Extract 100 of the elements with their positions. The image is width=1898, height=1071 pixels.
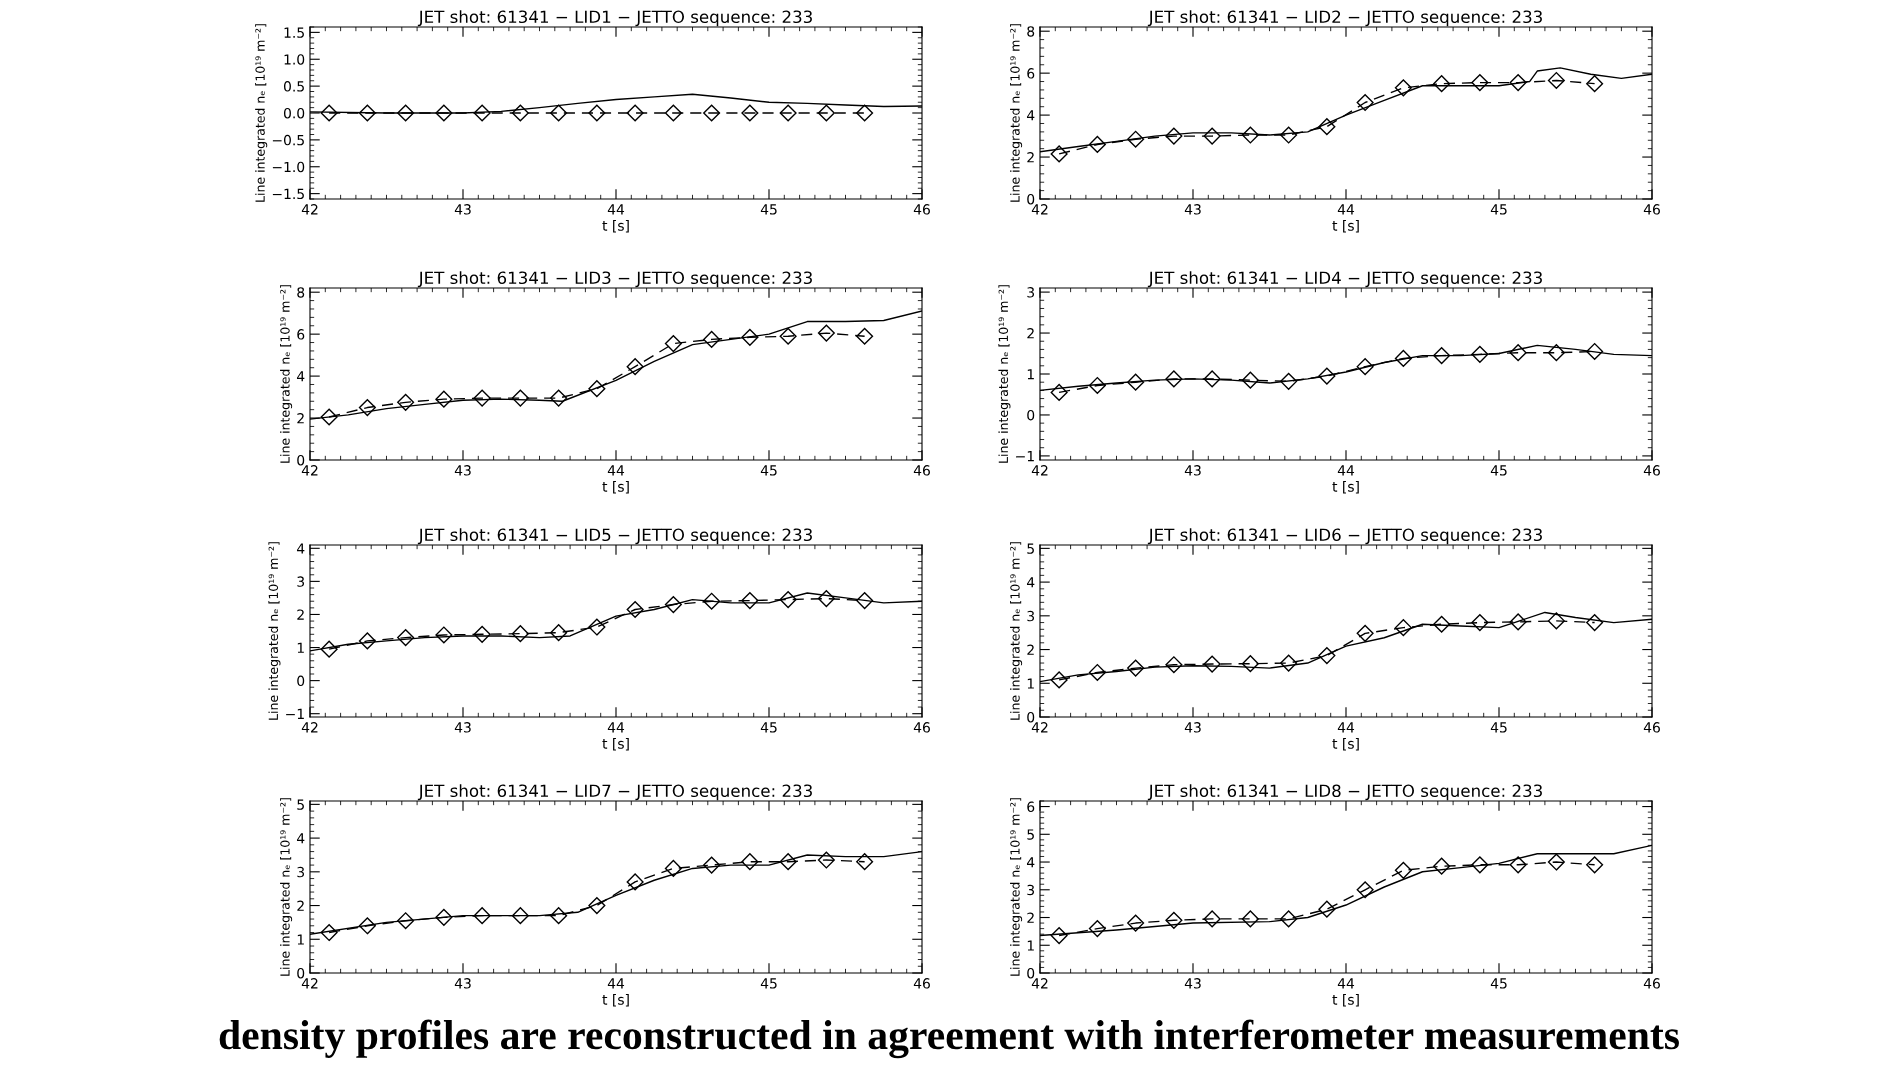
point [1509,856,1527,874]
x-tick-label: 43 [1184,722,1201,733]
point [1471,74,1489,92]
x-tick-label: 46 [1643,722,1660,733]
x-axis-title: t [s] [602,481,629,494]
y-tick-label: 0 [1027,711,1035,723]
point [511,389,529,407]
point [1280,654,1298,672]
point [358,399,376,417]
y-tick-label: 2 [1027,912,1034,923]
y-axis-title: Line integrated nₑ [10¹⁹ m⁻²] [268,542,281,720]
y-tick-label: 0 [297,454,305,466]
y-tick-label: 2 [1027,644,1034,655]
point [1241,371,1259,389]
x-tick-label: 44 [1337,978,1355,989]
point [626,600,644,619]
point [1394,79,1412,97]
x-axis-title: t [s] [602,220,629,233]
x-tick-label: 45 [760,978,777,989]
point [1433,75,1451,93]
y-tick-label: 1 [297,934,304,945]
y-tick-label: 4 [1026,110,1035,121]
y-axis-title: Line integrated nₑ [10¹⁹ m⁻²] [280,798,293,976]
point [1318,900,1336,918]
x-tick-label: 46 [913,204,930,215]
x-tick-label: 42 [301,204,318,215]
point [779,327,797,345]
point [473,389,491,407]
x-tick-label: 45 [760,465,777,476]
y-tick-label: 6 [1027,68,1035,79]
point [1203,370,1221,388]
x-tick-label: 45 [760,204,777,215]
x-tick-label: 44 [607,978,625,989]
x-tick-label: 43 [454,978,471,989]
y-tick-label: 0 [1027,967,1035,979]
y-axis-title: Line integrated nₑ [10¹⁹ m⁻²] [1010,798,1023,976]
y-tick-label: 2 [297,609,304,620]
point [817,324,835,342]
x-axis-title: t [s] [602,738,629,751]
point [511,907,529,925]
x-tick-label: 46 [913,465,930,476]
chart-title: JET shot: 61341 − LID3 − JETTO sequence: 233 [417,271,812,288]
y-axis-title: Line integrated nₑ [10¹⁹ m⁻²] [1010,24,1023,202]
point [779,591,797,609]
x-tick-label: 44 [607,722,625,733]
x-axis-title: t [s] [602,994,629,1007]
x-tick-label: 42 [301,465,318,476]
point [1394,619,1412,637]
y-tick-label: 0 [297,967,305,979]
y-tick-label: 1 [1027,678,1034,689]
x-tick-label: 42 [1031,722,1048,733]
point [817,590,835,608]
point [550,389,568,407]
x-tick-label: 43 [454,465,471,476]
point [1050,671,1068,689]
point [741,592,759,610]
y-tick-label: 3 [297,576,305,587]
x-tick-label: 43 [454,204,471,215]
point [397,912,415,930]
y-tick-label: 2 [297,900,304,911]
point [473,625,491,643]
chart-title: JET shot: 61341 − LID4 − JETTO sequence: 233 [1147,271,1542,288]
point [1586,342,1604,361]
text: density profiles are reconstructed in agreement with interferometer measurements [219,1019,1679,1059]
point [511,625,529,643]
x-tick-label: 46 [913,722,930,733]
x-tick-label: 46 [1643,204,1660,215]
point [1088,663,1106,682]
y-tick-label: −1.0 [272,161,305,173]
point [1165,911,1183,929]
y-tick-label: −0.5 [272,134,304,146]
point [1586,614,1604,632]
point [1241,126,1259,144]
point [664,859,682,878]
y-tick-label: 8 [1027,26,1035,37]
point [1509,344,1527,362]
y-tick-label: 0 [297,675,305,687]
point [856,853,874,871]
point [397,629,415,647]
point [588,380,606,398]
point [1127,373,1145,391]
point [1586,856,1604,874]
point [1088,376,1106,395]
point [1318,647,1336,665]
chart-title: JET shot: 61341 − LID5 − JETTO sequence: 233 [417,528,812,545]
point [550,624,568,642]
y-tick-label: 8 [297,287,305,298]
x-tick-label: 42 [301,722,318,733]
y-tick-label: 1 [1027,940,1034,951]
point [358,632,376,650]
y-axis-title: Line integrated nₑ [10¹⁹ m⁻²] [280,285,293,463]
y-tick-label: 3 [297,866,305,878]
point [1280,126,1298,144]
point [856,327,874,345]
x-tick-label: 42 [1031,465,1048,476]
point [1471,614,1489,632]
point [1356,358,1374,376]
point [435,626,453,644]
y-tick-label: 4 [296,371,305,382]
x-tick-label: 44 [1337,465,1355,476]
